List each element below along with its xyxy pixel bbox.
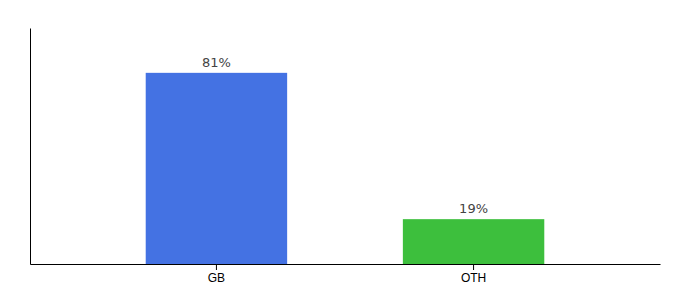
x-axis: GB OTH [31,264,661,285]
x-tick: OTH [461,264,486,285]
y-axis-line [30,29,31,265]
data-labels: 81% 19% [202,55,488,216]
bar [146,73,287,264]
bar [403,219,544,264]
x-tick: GB [208,264,225,285]
data-label: 19% [459,201,488,216]
plot: GB OTH 81% 19% [31,29,661,285]
data-label: 81% [202,55,231,70]
x-tick-mark [473,264,474,270]
x-tick-label: GB [208,271,225,285]
x-axis-line [31,264,661,265]
chart: GB OTH 81% 19% [0,0,680,300]
x-tick-label: OTH [461,271,486,285]
bars [146,73,545,264]
x-tick-mark [216,264,217,270]
y-axis [30,29,31,265]
